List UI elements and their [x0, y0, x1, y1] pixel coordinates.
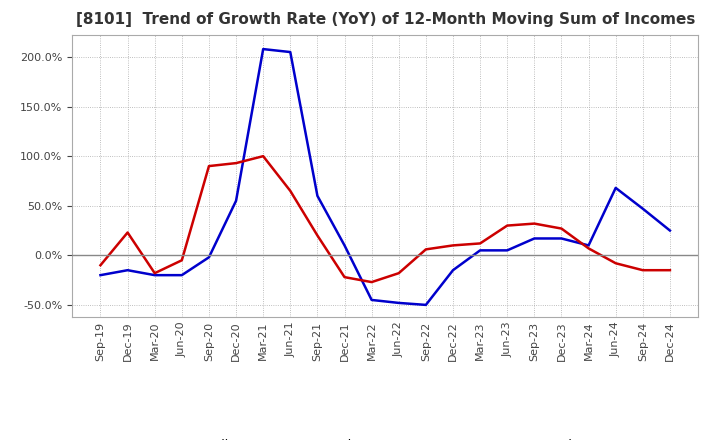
Ordinary Income Growth Rate [96, 272, 105, 278]
Ordinary Income Growth Rate [341, 243, 349, 248]
Net Income Growth Rate [557, 226, 566, 231]
Ordinary Income Growth Rate [123, 268, 132, 273]
Ordinary Income Growth Rate [313, 193, 322, 198]
Ordinary Income Growth Rate [530, 236, 539, 241]
Net Income Growth Rate [639, 268, 647, 273]
Ordinary Income Growth Rate [286, 49, 294, 55]
Net Income Growth Rate [503, 223, 511, 228]
Net Income Growth Rate [367, 279, 376, 285]
Ordinary Income Growth Rate [395, 300, 403, 305]
Net Income Growth Rate [476, 241, 485, 246]
Net Income Growth Rate [395, 271, 403, 276]
Ordinary Income Growth Rate [611, 185, 620, 191]
Net Income Growth Rate [204, 163, 213, 169]
Ordinary Income Growth Rate [665, 228, 674, 233]
Net Income Growth Rate [96, 263, 105, 268]
Net Income Growth Rate [259, 154, 268, 159]
Net Income Growth Rate [665, 268, 674, 273]
Net Income Growth Rate [611, 260, 620, 266]
Net Income Growth Rate [232, 161, 240, 166]
Net Income Growth Rate [530, 221, 539, 226]
Ordinary Income Growth Rate [421, 302, 430, 308]
Ordinary Income Growth Rate [449, 268, 457, 273]
Net Income Growth Rate [341, 275, 349, 280]
Ordinary Income Growth Rate [150, 272, 159, 278]
Net Income Growth Rate [123, 230, 132, 235]
Net Income Growth Rate [584, 246, 593, 251]
Ordinary Income Growth Rate [232, 198, 240, 203]
Net Income Growth Rate [449, 243, 457, 248]
Ordinary Income Growth Rate [639, 206, 647, 211]
Net Income Growth Rate [313, 233, 322, 238]
Net Income Growth Rate [421, 247, 430, 252]
Net Income Growth Rate [286, 188, 294, 194]
Net Income Growth Rate [178, 258, 186, 263]
Ordinary Income Growth Rate [204, 255, 213, 260]
Line: Net Income Growth Rate: Net Income Growth Rate [101, 156, 670, 282]
Line: Ordinary Income Growth Rate: Ordinary Income Growth Rate [101, 49, 670, 305]
Ordinary Income Growth Rate [178, 272, 186, 278]
Ordinary Income Growth Rate [367, 297, 376, 303]
Net Income Growth Rate [150, 271, 159, 276]
Ordinary Income Growth Rate [503, 248, 511, 253]
Ordinary Income Growth Rate [584, 243, 593, 248]
Legend: Ordinary Income Growth Rate, Net Income Growth Rate: Ordinary Income Growth Rate, Net Income … [156, 434, 614, 440]
Ordinary Income Growth Rate [259, 47, 268, 52]
Ordinary Income Growth Rate [557, 236, 566, 241]
Title: [8101]  Trend of Growth Rate (YoY) of 12-Month Moving Sum of Incomes: [8101] Trend of Growth Rate (YoY) of 12-… [76, 12, 695, 27]
Ordinary Income Growth Rate [476, 248, 485, 253]
